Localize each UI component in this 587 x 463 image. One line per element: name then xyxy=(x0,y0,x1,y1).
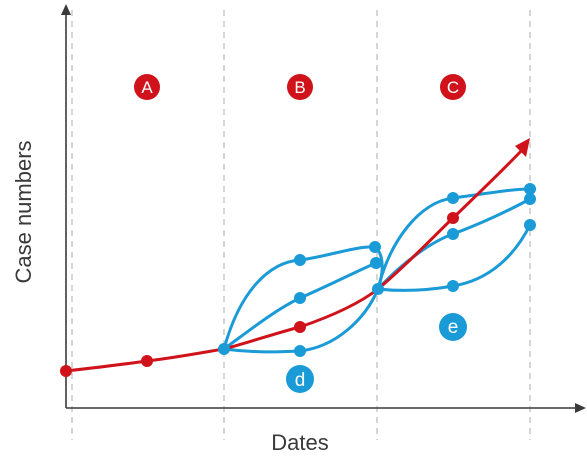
scenario-point xyxy=(447,280,459,292)
scenario-point xyxy=(524,183,536,195)
scenario-point xyxy=(369,241,381,253)
x-axis-title: Dates xyxy=(271,430,328,455)
scenario-point xyxy=(524,219,536,231)
trend-point xyxy=(294,321,306,333)
phase-badge-a: A xyxy=(134,74,160,100)
trend-point xyxy=(60,365,72,377)
branch-badge-label: d xyxy=(295,370,306,391)
scenario-points xyxy=(218,183,536,357)
phase-badge-label: C xyxy=(447,78,459,97)
axes xyxy=(61,4,586,413)
x-axis-arrowhead xyxy=(575,403,586,413)
scenario-point xyxy=(218,343,230,355)
scenario-point xyxy=(524,193,536,205)
trend-points xyxy=(60,212,459,377)
y-axis-title: Case numbers xyxy=(11,140,36,283)
trend-point xyxy=(141,355,153,367)
phase-badge-label: B xyxy=(294,78,305,97)
main-trend-arrowhead xyxy=(515,138,530,157)
phase-badge-circle xyxy=(134,74,160,100)
phase-badge-c: C xyxy=(440,74,466,100)
phase-badge-circle xyxy=(440,74,466,100)
scenario-point xyxy=(294,345,306,357)
scenario-point xyxy=(294,292,306,304)
phase-badge-circle xyxy=(287,74,313,100)
scenario-point xyxy=(447,228,459,240)
y-axis-arrowhead xyxy=(61,4,71,15)
phase-badge-b: B xyxy=(287,74,313,100)
branch-badge-d: d xyxy=(286,365,314,393)
scenario-point xyxy=(372,283,384,295)
scenario-point xyxy=(370,257,382,269)
branch-badge-circle xyxy=(286,365,314,393)
trend-point xyxy=(447,212,459,224)
scenario-point xyxy=(294,254,306,266)
branch-badge-circle xyxy=(439,313,467,341)
branch-badge-label: e xyxy=(448,317,459,338)
phase-badge-label: A xyxy=(141,78,153,97)
branch-badge-e: e xyxy=(439,313,467,341)
scenario-point xyxy=(447,192,459,204)
